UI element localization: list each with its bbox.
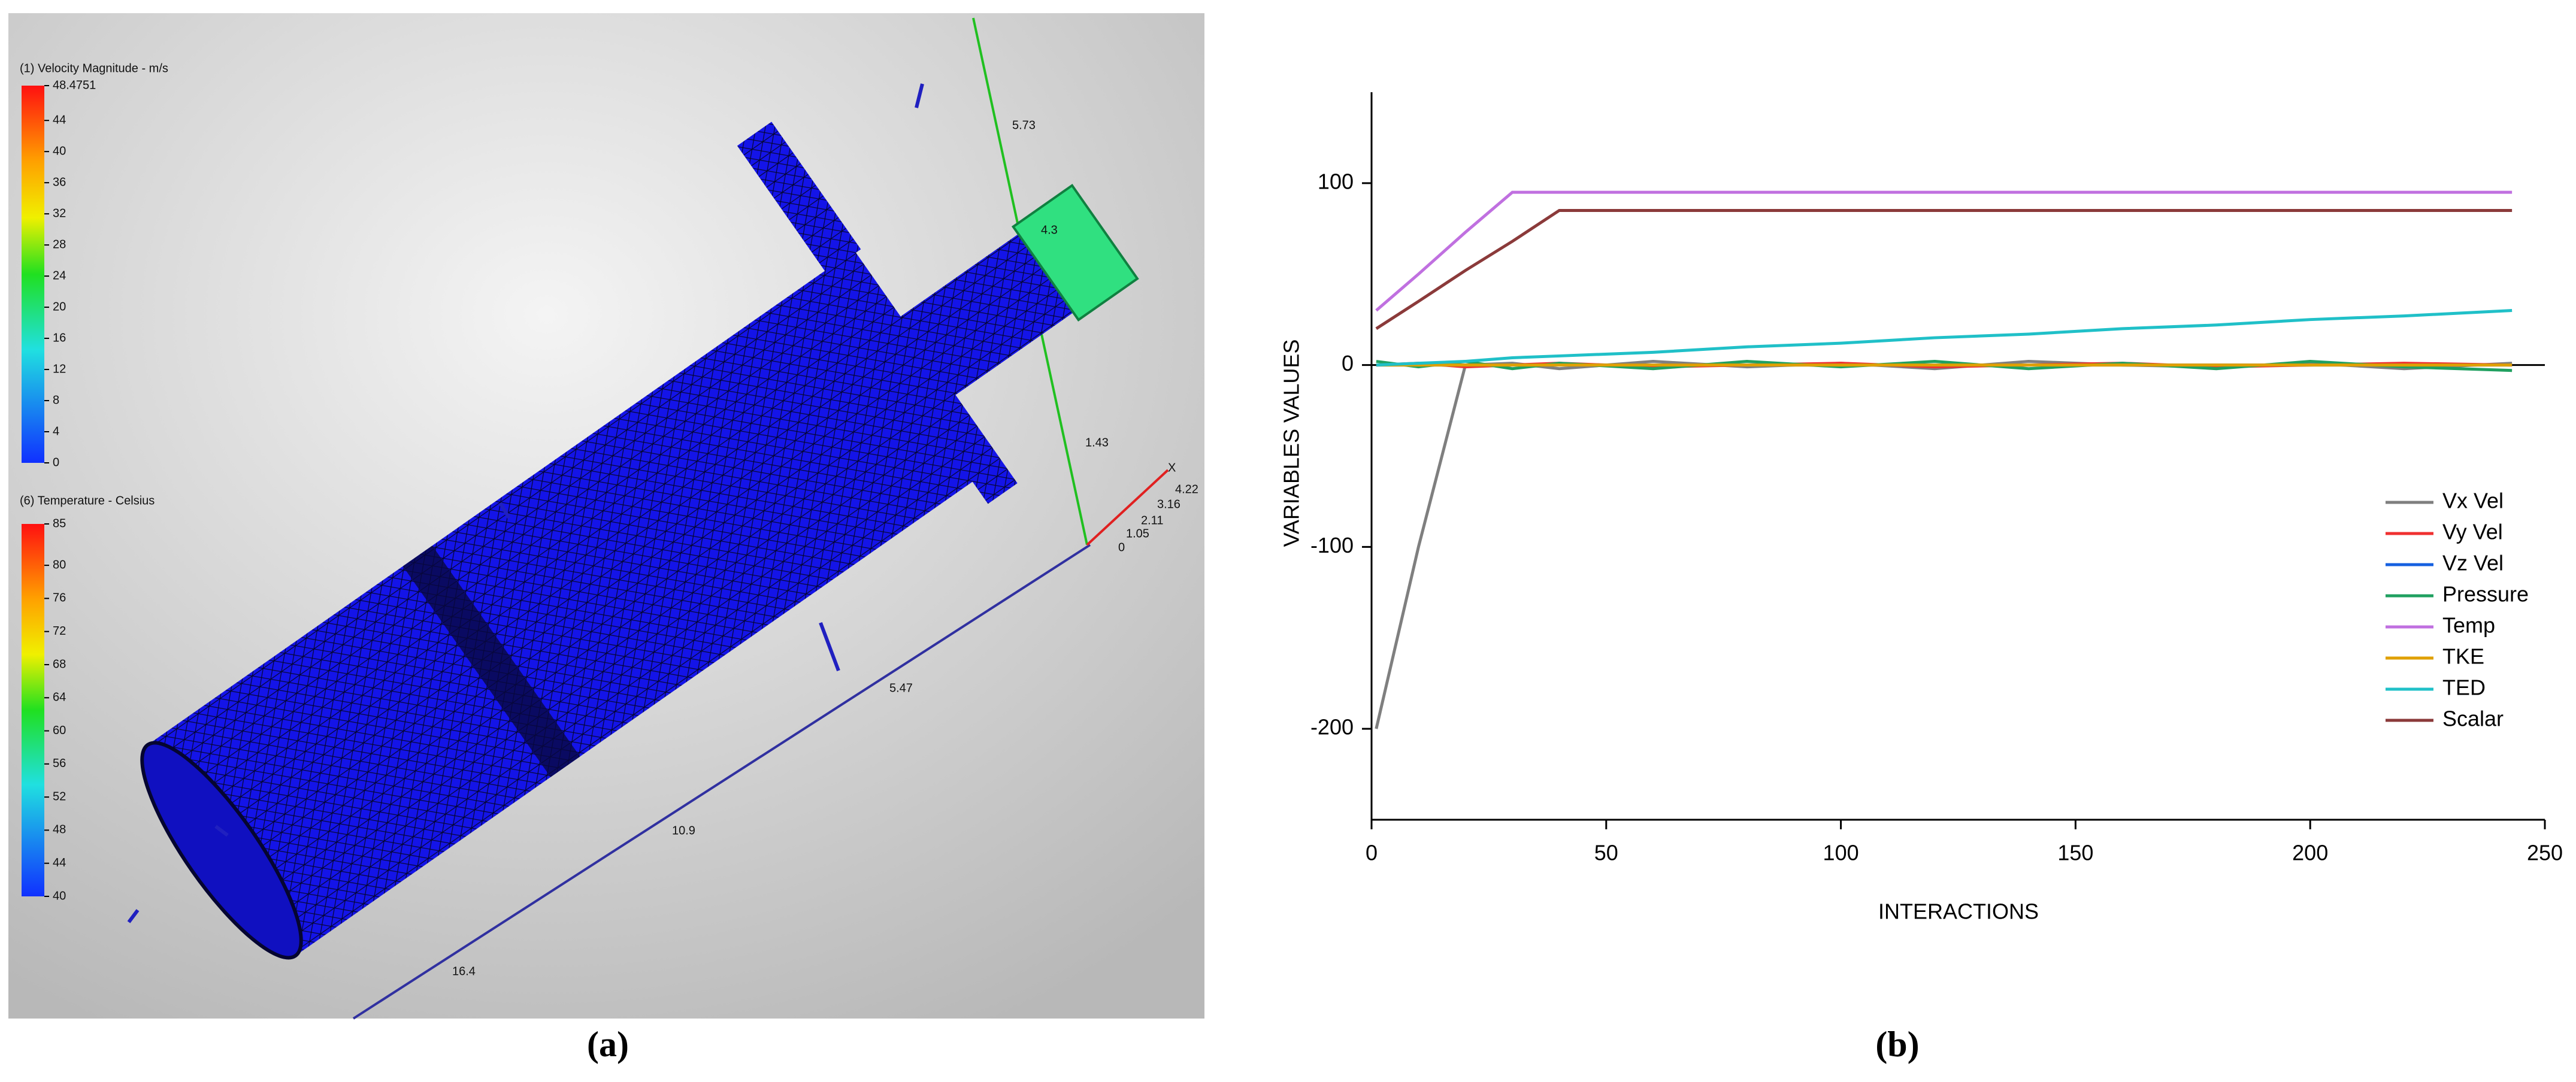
axis-value-label: 10.9 xyxy=(672,824,695,837)
axis-value-label: 0 xyxy=(1118,541,1125,554)
colorbar-tick-label: 85 xyxy=(53,517,66,530)
colorbar xyxy=(22,524,44,896)
axis-value-label: 1.43 xyxy=(1085,436,1109,449)
legend-label: Vy Vel xyxy=(2442,520,2503,544)
colorbar-tick-label: 64 xyxy=(53,691,66,704)
colorbar-tick-label: 4 xyxy=(53,425,59,438)
cfd-view: (1) Velocity Magnitude - m/s48.475144403… xyxy=(8,13,1204,1064)
series-line xyxy=(1375,208,2513,330)
colorbar-tick-label: 32 xyxy=(53,207,66,220)
x-tick-label: 250 xyxy=(2527,841,2563,865)
colorbar-tick-label: 76 xyxy=(53,592,66,605)
axis-value-label: X xyxy=(1168,461,1176,474)
legend-label: TED xyxy=(2442,675,2486,700)
colorbar-tick-label: 52 xyxy=(53,790,66,803)
colorbar-title: (1) Velocity Magnitude - m/s xyxy=(20,62,168,75)
cylinder xyxy=(140,122,1139,960)
x-tick-label: 150 xyxy=(2057,841,2093,865)
colorbar-tick-label: 0 xyxy=(53,456,59,469)
legend-label: Pressure xyxy=(2442,582,2529,607)
x-tick-label: 0 xyxy=(1366,841,1378,865)
colorbar-tick-label: 12 xyxy=(53,362,66,375)
x-tick-label: 100 xyxy=(1823,841,1859,865)
y-tick-label: -200 xyxy=(1310,715,1354,739)
caption: (b) xyxy=(1875,1025,1919,1064)
colorbar-title: (6) Temperature - Celsius xyxy=(20,494,155,507)
colorbar-tick-label: 24 xyxy=(53,269,66,282)
colorbar-tick-label: 28 xyxy=(53,238,66,251)
colorbar-tick-label: 20 xyxy=(53,300,66,313)
colorbar-tick-label: 16 xyxy=(53,331,66,344)
series-line xyxy=(1375,190,2513,312)
axis-z xyxy=(352,544,1091,1020)
caption: (a) xyxy=(587,1025,629,1064)
legend-label: Vz Vel xyxy=(2442,551,2504,575)
colorbar xyxy=(22,86,44,463)
x-tick-label: 50 xyxy=(1594,841,1618,865)
colorbar-tick-label: 68 xyxy=(53,657,66,671)
x-axis-label: INTERACTIONS xyxy=(1878,899,2039,924)
axis-value-label: 1.05 xyxy=(1126,527,1149,540)
colorbar-tick-label: 72 xyxy=(53,625,66,638)
colorbar-tick-label: 48.4751 xyxy=(53,78,96,92)
axis-value-label: 16.4 xyxy=(452,965,476,978)
axis-value-label: 5.47 xyxy=(889,681,913,695)
axis-value-label: 4.22 xyxy=(1175,483,1198,496)
legend-label: Scalar xyxy=(2442,707,2504,731)
x-tick-label: 200 xyxy=(2292,841,2328,865)
axis-value-label: 5.73 xyxy=(1012,119,1036,132)
colorbar-tick-label: 80 xyxy=(53,558,66,571)
y-tick-label: 0 xyxy=(1342,351,1354,375)
axis-value-label: 2.11 xyxy=(1141,514,1163,527)
y-tick-label: 100 xyxy=(1318,169,1354,193)
series-line xyxy=(1375,360,2513,729)
arrows xyxy=(127,83,924,923)
line-chart: INTERACTIONS VARIABLES VALUES (b) 0 50 100… xyxy=(1279,92,2563,1064)
series-line xyxy=(1376,309,2513,367)
axis-value-label: 3.16 xyxy=(1157,498,1180,511)
y-axis-label: VARIABLES VALUES xyxy=(1279,340,1304,547)
axis-value-label: 4.3 xyxy=(1041,223,1058,237)
legend-label: Vx Vel xyxy=(2442,489,2504,513)
colorbar-tick-label: 60 xyxy=(53,724,66,737)
colorbar-tick-label: 40 xyxy=(53,144,66,157)
colorbar-tick-label: 44 xyxy=(53,113,66,126)
y-tick-label: -100 xyxy=(1310,533,1354,557)
axis-x xyxy=(1086,469,1169,546)
legend-label: Temp xyxy=(2442,613,2495,638)
colorbar-tick-label: 48 xyxy=(53,823,66,836)
colorbar-tick-label: 36 xyxy=(53,175,66,189)
colorbar-tick-label: 40 xyxy=(53,889,66,902)
colorbar-tick-label: 44 xyxy=(53,856,66,869)
colorbar-tick-label: 56 xyxy=(53,757,66,770)
legend-label: TKE xyxy=(2442,644,2484,669)
colorbar-tick-label: 8 xyxy=(53,393,59,407)
